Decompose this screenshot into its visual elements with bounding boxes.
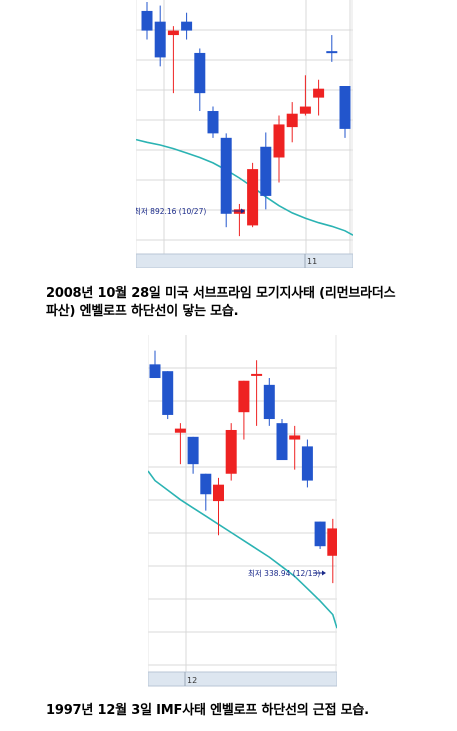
- candle-body: [273, 124, 285, 158]
- candle-body: [233, 209, 245, 214]
- candle-body: [286, 113, 298, 128]
- low-annotation: 최저 892.16 (10/27): [136, 206, 206, 216]
- candle-body: [213, 484, 224, 502]
- candle-body: [207, 111, 219, 134]
- candle-body: [220, 137, 232, 214]
- candle-body: [167, 30, 179, 36]
- caption-1997: 1997년 12월 3일 IMF사태 엔벨로프 하단선의 근접 모습.: [46, 703, 369, 718]
- low-annotation: 최저 338.94 (12/13): [248, 568, 320, 578]
- candle-body: [194, 52, 206, 94]
- caption-2008-line1: 2008년 10월 28일 미국 서브프라임 모기지사태 (리먼브라더스: [46, 286, 396, 301]
- candle-body: [238, 380, 250, 413]
- candle-body: [289, 435, 301, 440]
- candle-body: [200, 473, 212, 495]
- candle-body: [263, 384, 275, 420]
- candle-body: [299, 106, 311, 114]
- candlestick-chart-1997: 최저 338.94 (12/13) 12: [148, 335, 337, 687]
- candle-body: [154, 21, 166, 58]
- x-axis-tick-label: 12: [187, 676, 197, 685]
- envelope-lower-line: [148, 470, 337, 629]
- envelope-lower-line: [136, 138, 353, 236]
- candle-body: [326, 51, 338, 54]
- candle-body: [260, 146, 272, 196]
- candle-body: [339, 86, 351, 129]
- candle-body: [313, 88, 325, 98]
- annotation-arrow-head: [241, 208, 245, 214]
- candle-body: [181, 21, 193, 31]
- caption-2008-line2: 파산) 엔벨로프 하단선이 닿는 모습.: [46, 304, 239, 319]
- candle-body: [162, 371, 174, 415]
- candlestick-chart-2008: 최저 892.16 (10/27) 11: [136, 0, 353, 268]
- candle-body: [225, 429, 237, 474]
- caption-2008: 2008년 10월 28일 미국 서브프라임 모기지사태 (리먼브라더스 파산)…: [46, 285, 396, 321]
- candle-body: [141, 10, 153, 31]
- candle-body: [314, 521, 326, 547]
- x-axis-tick-label: 11: [307, 257, 317, 266]
- candle-body: [301, 446, 313, 481]
- candle-body: [174, 428, 186, 433]
- x-axis-strip: [136, 253, 353, 268]
- candle-body: [276, 423, 288, 461]
- candle-body: [251, 373, 263, 376]
- candle-body: [327, 528, 337, 556]
- candle-body: [247, 169, 259, 226]
- candle-body: [149, 364, 161, 379]
- annotation-arrow-head: [322, 570, 326, 576]
- candle-body: [187, 436, 199, 465]
- x-axis-strip: [148, 671, 337, 687]
